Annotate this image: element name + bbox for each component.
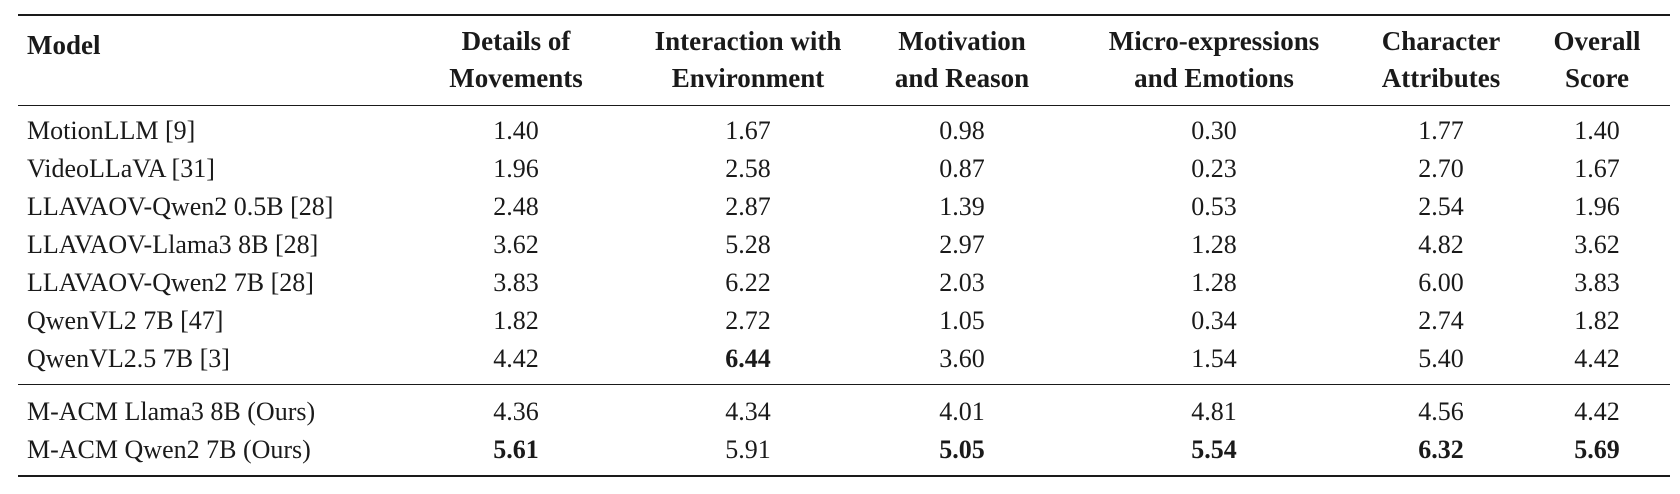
column-header-line: Model — [27, 30, 101, 60]
model-name-cell: LLAVAOV-Qwen2 0.5B [28] — [27, 191, 334, 221]
column-header-line: Overall — [1553, 26, 1641, 57]
column-header-model: Model — [18, 14, 390, 105]
score-cell-details-of-movements: 1.96 — [493, 153, 539, 183]
score-cell-interaction-with-environment: 2.58 — [725, 153, 771, 183]
score-cell-overall-score: 3.62 — [1574, 229, 1620, 259]
model-name-cell: VideoLLaVA [31] — [27, 153, 215, 183]
results-table: Model Details of Movements Interaction with… — [18, 14, 1670, 477]
score-cell-overall-score: 4.42 — [1574, 343, 1620, 373]
score-cell-interaction-with-environment: 4.34 — [642, 383, 854, 431]
score-cell-micro-expressions-and-emotions: 0.23 — [1191, 153, 1237, 183]
column-header-line: Environment — [671, 63, 825, 94]
score-cell-character-attributes: 2.74 — [1418, 305, 1464, 335]
column-header-line: Character — [1381, 26, 1501, 57]
score-cell-details-of-movements: 4.36 — [390, 383, 642, 431]
score-cell-character-attributes: 4.56 — [1358, 383, 1524, 431]
column-header-line: Movements — [449, 63, 583, 94]
score-cell-micro-expressions-and-emotions: 0.30 — [1070, 104, 1358, 150]
score-cell-interaction-with-environment: 6.22 — [725, 267, 771, 297]
model-name-cell: QwenVL2.5 7B [3] — [27, 343, 230, 373]
column-header-line: and Reason — [894, 63, 1030, 94]
score-cell-details-of-movements: 5.61 — [390, 430, 642, 477]
score-cell-details-of-movements: 4.42 — [493, 343, 539, 373]
score-cell-micro-expressions-and-emotions: 5.54 — [1070, 430, 1358, 477]
score-cell-motivation-and-reason: 0.98 — [854, 104, 1070, 150]
score-cell-details-of-movements: 3.83 — [493, 267, 539, 297]
score-cell-overall-score: 1.67 — [1574, 153, 1620, 183]
score-cell-character-attributes: 6.00 — [1418, 267, 1464, 297]
score-cell-interaction-with-environment: 2.87 — [725, 191, 771, 221]
score-cell-character-attributes: 6.32 — [1358, 430, 1524, 477]
table-row: M-ACM Llama3 8B (Ours) 4.36 4.34 4.01 4.81 4.… — [18, 383, 1670, 431]
model-name-cell: LLAVAOV-Llama3 8B [28] — [27, 229, 319, 259]
score-cell-micro-expressions-and-emotions: 1.28 — [1191, 229, 1237, 259]
table-row: LLAVAOV-Llama3 8B [28] 3.62 5.28 2.97 1.28 4.… — [18, 226, 1670, 264]
score-cell-motivation-and-reason: 0.87 — [939, 153, 985, 183]
score-cell-interaction-with-environment: 1.67 — [642, 104, 854, 150]
table-row: LLAVAOV-Qwen2 0.5B [28] 2.48 2.87 1.39 0.53 2… — [18, 188, 1670, 226]
score-cell-motivation-and-reason: 1.05 — [939, 305, 985, 335]
score-cell-micro-expressions-and-emotions: 4.81 — [1070, 383, 1358, 431]
column-header-line: Attributes — [1381, 63, 1501, 94]
score-cell-interaction-with-environment: 2.72 — [725, 305, 771, 335]
column-header-details-of-movements: Details of Movements — [390, 14, 642, 105]
table-row: QwenVL2.5 7B [3] 4.42 6.44 3.60 1.54 5.40 4.42 — [18, 340, 1670, 385]
score-cell-overall-score: 5.69 — [1524, 430, 1670, 477]
score-cell-interaction-with-environment: 5.91 — [642, 430, 854, 477]
header-row: Model Details of Movements Interaction with… — [18, 14, 1670, 105]
table-row: MotionLLM [9] 1.40 1.67 0.98 0.30 1.77 1.40 — [18, 104, 1670, 150]
score-cell-interaction-with-environment: 5.28 — [725, 229, 771, 259]
score-cell-overall-score: 1.96 — [1574, 191, 1620, 221]
score-cell-details-of-movements: 2.48 — [493, 191, 539, 221]
column-header-overall-score: Overall Score — [1524, 14, 1670, 105]
score-cell-overall-score: 4.42 — [1524, 383, 1670, 431]
column-header-line: Score — [1565, 63, 1629, 94]
score-cell-micro-expressions-and-emotions: 0.53 — [1191, 191, 1237, 221]
column-header-motivation-and-reason: Motivation and Reason — [854, 14, 1070, 105]
table-row: LLAVAOV-Qwen2 7B [28] 3.83 6.22 2.03 1.28 6.0… — [18, 264, 1670, 302]
score-cell-motivation-and-reason: 2.97 — [939, 229, 985, 259]
score-cell-motivation-and-reason: 3.60 — [939, 343, 985, 373]
score-cell-motivation-and-reason: 1.39 — [939, 191, 985, 221]
table-row: VideoLLaVA [31] 1.96 2.58 0.87 0.23 2.70 1.67 — [18, 150, 1670, 188]
score-cell-character-attributes: 1.77 — [1358, 104, 1524, 150]
score-cell-motivation-and-reason: 5.05 — [854, 430, 1070, 477]
score-cell-character-attributes: 2.54 — [1418, 191, 1464, 221]
score-cell-micro-expressions-and-emotions: 1.54 — [1191, 343, 1237, 373]
table-row: QwenVL2 7B [47] 1.82 2.72 1.05 0.34 2.74 1.82 — [18, 302, 1670, 340]
model-name-cell: M-ACM Qwen2 7B (Ours) — [18, 430, 390, 477]
column-header-line: and Emotions — [1134, 63, 1294, 94]
model-name-cell: MotionLLM [9] — [18, 104, 390, 150]
results-table-container: Model Details of Movements Interaction with… — [18, 14, 1670, 477]
score-cell-motivation-and-reason: 4.01 — [854, 383, 1070, 431]
column-header-line: Motivation — [898, 26, 1026, 57]
score-cell-overall-score: 1.40 — [1524, 104, 1670, 150]
score-cell-character-attributes: 4.82 — [1418, 229, 1464, 259]
score-cell-overall-score: 3.83 — [1574, 267, 1620, 297]
model-name-cell: M-ACM Llama3 8B (Ours) — [18, 383, 390, 431]
column-header-line: Micro-expressions — [1108, 26, 1320, 57]
score-cell-micro-expressions-and-emotions: 1.28 — [1191, 267, 1237, 297]
score-cell-micro-expressions-and-emotions: 0.34 — [1191, 305, 1237, 335]
score-cell-details-of-movements: 1.82 — [493, 305, 539, 335]
score-cell-overall-score: 1.82 — [1574, 305, 1620, 335]
model-name-cell: QwenVL2 7B [47] — [27, 305, 224, 335]
table-row: M-ACM Qwen2 7B (Ours) 5.61 5.91 5.05 5.54 6.3… — [18, 430, 1670, 477]
column-header-interaction-with-environment: Interaction with Environment — [642, 14, 854, 105]
score-cell-character-attributes: 2.70 — [1418, 153, 1464, 183]
column-header-micro-expressions-and-emotions: Micro-expressions and Emotions — [1070, 14, 1358, 105]
score-cell-motivation-and-reason: 2.03 — [939, 267, 985, 297]
score-cell-interaction-with-environment: 6.44 — [725, 343, 771, 373]
score-cell-details-of-movements: 3.62 — [493, 229, 539, 259]
score-cell-details-of-movements: 1.40 — [390, 104, 642, 150]
column-header-line: Interaction with — [654, 26, 842, 57]
column-header-character-attributes: Character Attributes — [1358, 14, 1524, 105]
model-name-cell: LLAVAOV-Qwen2 7B [28] — [27, 267, 314, 297]
score-cell-character-attributes: 5.40 — [1418, 343, 1464, 373]
column-header-line: Details of — [461, 26, 571, 57]
